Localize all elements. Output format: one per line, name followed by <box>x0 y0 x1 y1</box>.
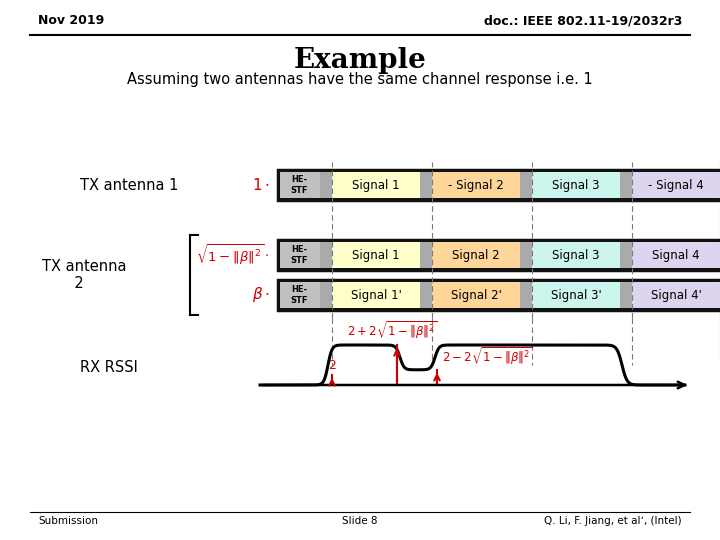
Bar <box>532 172 620 198</box>
Bar <box>632 242 720 268</box>
Text: Q. Li, F. Jiang, et alʼ, (Intel): Q. Li, F. Jiang, et alʼ, (Intel) <box>544 516 682 526</box>
Text: HE-
STF: HE- STF <box>290 245 307 265</box>
Text: $\beta \cdot$: $\beta \cdot$ <box>252 286 270 305</box>
Text: Signal 4: Signal 4 <box>652 248 700 261</box>
Bar <box>620 172 632 198</box>
Bar <box>320 282 332 308</box>
Bar <box>320 242 332 268</box>
Text: Example: Example <box>294 47 426 74</box>
Bar <box>532 242 620 268</box>
Bar <box>432 282 520 308</box>
Text: $\sqrt{1-\|\beta\|^2} \cdot$: $\sqrt{1-\|\beta\|^2} \cdot$ <box>197 243 270 267</box>
Text: Signal 1': Signal 1' <box>351 288 402 301</box>
Text: Signal 3': Signal 3' <box>551 288 601 301</box>
Text: HE-
STF: HE- STF <box>290 176 307 195</box>
Bar <box>532 282 620 308</box>
Bar <box>280 172 320 198</box>
Bar <box>632 172 720 198</box>
Bar <box>278 170 720 200</box>
Bar <box>620 242 632 268</box>
Text: - Signal 2: - Signal 2 <box>448 179 504 192</box>
Text: Signal 3: Signal 3 <box>552 248 600 261</box>
Text: Signal 4': Signal 4' <box>651 288 701 301</box>
Text: HE-
STF: HE- STF <box>290 285 307 305</box>
Bar <box>332 282 420 308</box>
Bar <box>320 172 332 198</box>
Bar <box>520 242 532 268</box>
Bar <box>420 172 432 198</box>
Text: Signal 2': Signal 2' <box>451 288 501 301</box>
Text: 2: 2 <box>328 359 336 372</box>
Text: $2-2\sqrt{1-\|\beta\|^2}$: $2-2\sqrt{1-\|\beta\|^2}$ <box>442 346 533 368</box>
Text: Assuming two antennas have the same channel response i.e. 1: Assuming two antennas have the same chan… <box>127 72 593 87</box>
Bar <box>420 282 432 308</box>
Bar <box>278 280 720 310</box>
Bar <box>620 282 632 308</box>
Text: $1 \cdot$: $1 \cdot$ <box>252 177 270 193</box>
Text: Slide 8: Slide 8 <box>342 516 378 526</box>
Bar <box>280 242 320 268</box>
Text: TX antenna
       2: TX antenna 2 <box>42 259 127 291</box>
Bar <box>432 172 520 198</box>
Bar <box>332 242 420 268</box>
Text: TX antenna 1: TX antenna 1 <box>80 178 179 192</box>
Bar <box>432 242 520 268</box>
Text: Signal 1: Signal 1 <box>352 248 400 261</box>
Text: Signal 1: Signal 1 <box>352 179 400 192</box>
Bar <box>520 172 532 198</box>
Text: Submission: Submission <box>38 516 98 526</box>
Text: doc.: IEEE 802.11-19/2032r3: doc.: IEEE 802.11-19/2032r3 <box>484 14 682 27</box>
Bar <box>632 282 720 308</box>
Text: - Signal 4: - Signal 4 <box>648 179 704 192</box>
Bar <box>420 242 432 268</box>
Text: Signal 3: Signal 3 <box>552 179 600 192</box>
Text: Nov 2019: Nov 2019 <box>38 14 104 27</box>
Text: RX RSSI: RX RSSI <box>80 360 138 375</box>
Bar <box>520 282 532 308</box>
Bar <box>280 282 320 308</box>
Text: $2+2\sqrt{1-\|\beta\|^2}$: $2+2\sqrt{1-\|\beta\|^2}$ <box>346 320 438 342</box>
Bar <box>278 240 720 270</box>
Text: Signal 2: Signal 2 <box>452 248 500 261</box>
Bar <box>332 172 420 198</box>
